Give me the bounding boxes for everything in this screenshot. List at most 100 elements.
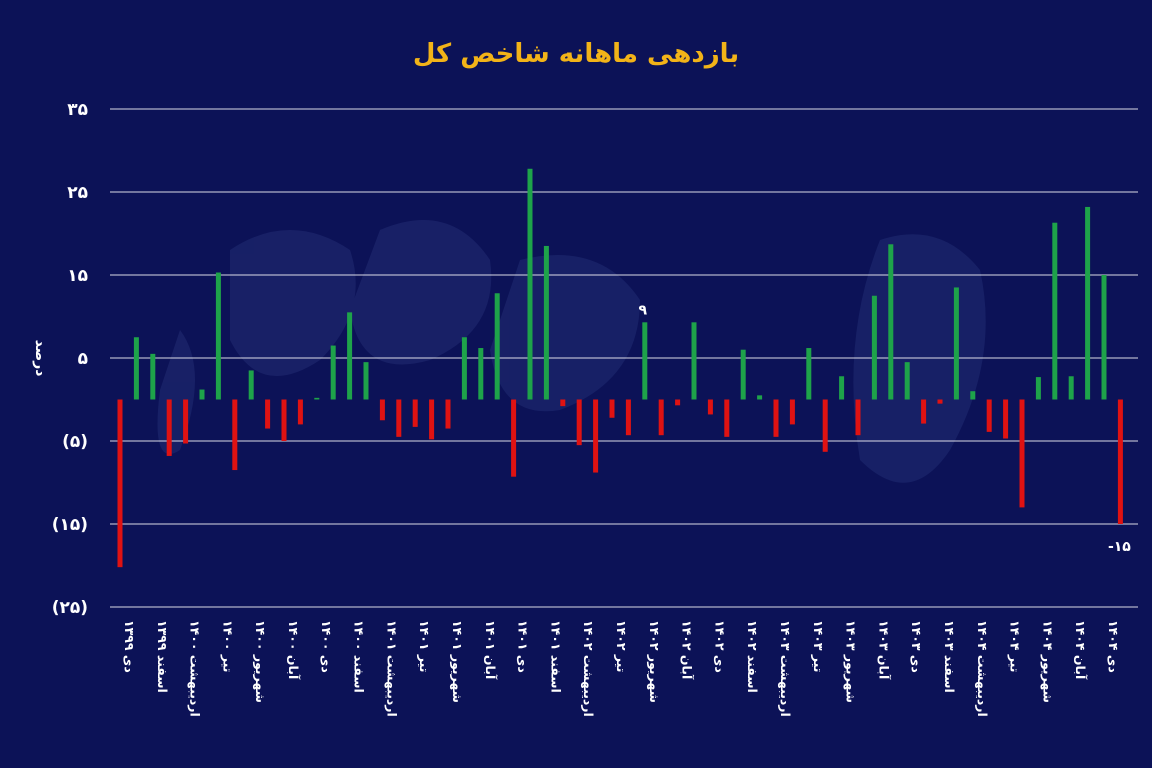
x-tick-label: تیر ۱۴۰۱ — [417, 620, 432, 672]
y-axis-label: درصد — [32, 340, 48, 377]
bar — [921, 399, 927, 424]
bar — [379, 399, 385, 421]
y-tick-label: (۵) — [62, 432, 88, 452]
x-tick-label: دی ۱۴۰۲ — [712, 620, 727, 673]
x-tick-label: دی ۱۴۰۴ — [1106, 620, 1121, 673]
bar — [215, 272, 221, 400]
x-tick-label: دی ۱۴۰۳ — [909, 620, 924, 673]
bar — [1003, 399, 1009, 439]
bar — [429, 399, 435, 440]
x-tick-label: شهریور ۱۴۰۰ — [253, 620, 268, 703]
bar — [183, 399, 189, 444]
x-tick-label: اردیبهشت ۱۴۰۰ — [188, 620, 203, 717]
bars — [117, 168, 1123, 568]
y-tick-label: (۱۵) — [52, 515, 88, 535]
bar — [986, 399, 992, 432]
chart-title: بازدهی ماهانه شاخص کل — [413, 39, 739, 69]
bar — [871, 295, 877, 400]
bar — [412, 399, 418, 427]
bar — [757, 395, 763, 400]
bar — [199, 389, 205, 400]
bar — [1068, 376, 1074, 400]
grid-lines — [110, 108, 1138, 608]
x-tick-label: دی ۱۴۰۰ — [319, 620, 334, 673]
x-tick-label: اردیبهشت ۱۴۰۴ — [975, 620, 990, 717]
bar — [625, 399, 631, 436]
bar — [133, 337, 139, 400]
bar — [150, 353, 156, 400]
bar — [953, 287, 959, 400]
x-tick-label: تیر ۱۴۰۴ — [1008, 620, 1023, 672]
bar — [658, 399, 664, 436]
x-tick-label: اسفند ۱۳۹۹ — [155, 620, 170, 693]
x-tick-label: اردیبهشت ۱۴۰۱ — [384, 620, 399, 717]
bar — [461, 337, 467, 400]
bar — [576, 399, 582, 446]
bar — [1052, 222, 1058, 400]
x-tick-label: آبان ۱۴۰۰ — [286, 620, 301, 680]
y-tick-label: ۵ — [78, 349, 88, 369]
bar — [494, 293, 500, 400]
bar — [363, 362, 369, 400]
bar — [937, 399, 943, 404]
x-tick-label: اسفند ۱۴۰۲ — [745, 620, 760, 693]
x-tick-label: شهریور ۱۴۰۲ — [647, 620, 662, 703]
bar — [1019, 399, 1025, 508]
x-tick-label: اسفند ۱۴۰۱ — [548, 620, 563, 693]
x-tick-label: آبان ۱۴۰۳ — [876, 620, 891, 680]
bar — [560, 399, 566, 407]
bar — [839, 376, 845, 400]
bar — [511, 399, 517, 477]
y-tick-label: ۱۵ — [67, 266, 88, 286]
bar — [297, 399, 303, 425]
bar — [740, 349, 746, 400]
bar — [822, 399, 828, 452]
bar — [527, 168, 533, 400]
bar — [904, 362, 910, 400]
bar — [789, 399, 795, 425]
bar — [232, 399, 238, 471]
bar — [691, 322, 697, 400]
bar — [1101, 275, 1107, 400]
x-tick-label: تیر ۱۴۰۳ — [811, 620, 826, 672]
bar — [314, 397, 320, 400]
bar — [773, 399, 779, 437]
bar — [396, 399, 402, 437]
x-axis-ticks: دی ۱۳۹۹ اسفند ۱۳۹۹ اردیبهشت ۱۴۰۰ تیر ۱۴۰۰ شه… — [122, 620, 1121, 717]
data-label: ۹ — [639, 302, 648, 318]
bar — [888, 244, 894, 400]
bar — [1035, 377, 1041, 400]
bar — [330, 345, 336, 400]
x-tick-label: آبان ۱۴۰۱ — [483, 620, 498, 680]
x-tick-label: تیر ۱۴۰۲ — [614, 620, 629, 672]
bar — [970, 391, 976, 400]
bar — [593, 399, 599, 473]
x-tick-label: تیر ۱۴۰۰ — [220, 620, 235, 672]
x-tick-label: آبان ۱۴۰۲ — [680, 620, 695, 680]
bar — [1085, 206, 1091, 400]
bar — [478, 348, 484, 400]
x-tick-label: آبان ۱۴۰۴ — [1073, 620, 1088, 680]
bar — [609, 399, 615, 418]
y-tick-label: ۳۵ — [67, 100, 88, 120]
bar — [642, 322, 648, 400]
bar — [1117, 399, 1123, 524]
bar — [806, 348, 812, 400]
x-tick-label: دی ۱۴۰۱ — [516, 620, 531, 673]
bar — [855, 399, 861, 436]
bar — [675, 399, 681, 406]
x-tick-label: شهریور ۱۴۰۴ — [1040, 620, 1055, 703]
bar — [265, 399, 271, 429]
bar — [543, 245, 549, 400]
watermark-logo — [157, 220, 986, 483]
x-tick-label: اردیبهشت ۱۴۰۳ — [778, 620, 793, 717]
bar — [707, 399, 713, 415]
x-tick-label: اردیبهشت ۱۴۰۲ — [581, 620, 596, 717]
data-label: -۱۵ — [1108, 539, 1131, 555]
x-tick-label: دی ۱۳۹۹ — [122, 620, 137, 673]
y-tick-label: ۲۵ — [67, 183, 88, 203]
bar — [347, 312, 353, 400]
bar — [117, 399, 123, 568]
y-axis-ticks: ۳۵ ۲۵ ۱۵ ۵ (۵) (۱۵) (۲۵) — [52, 100, 88, 618]
